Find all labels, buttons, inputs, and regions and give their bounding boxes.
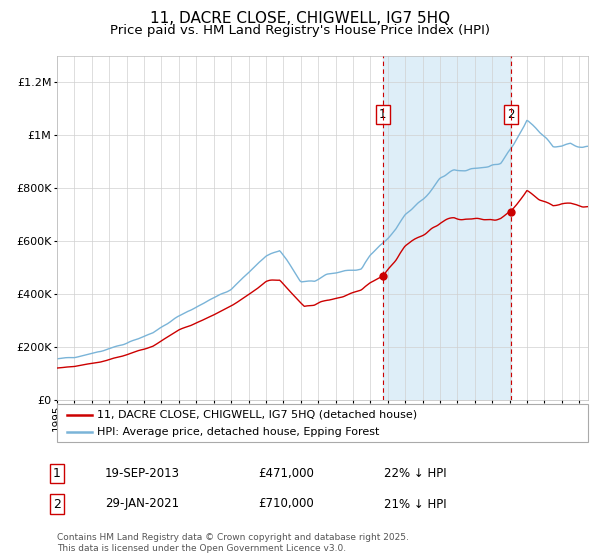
Text: 2: 2 xyxy=(53,497,61,511)
Text: Price paid vs. HM Land Registry's House Price Index (HPI): Price paid vs. HM Land Registry's House … xyxy=(110,24,490,36)
Text: HPI: Average price, detached house, Epping Forest: HPI: Average price, detached house, Eppi… xyxy=(97,427,379,437)
Text: £471,000: £471,000 xyxy=(258,466,314,480)
Text: 2: 2 xyxy=(507,108,515,121)
Text: 11, DACRE CLOSE, CHIGWELL, IG7 5HQ: 11, DACRE CLOSE, CHIGWELL, IG7 5HQ xyxy=(150,11,450,26)
Text: Contains HM Land Registry data © Crown copyright and database right 2025.
This d: Contains HM Land Registry data © Crown c… xyxy=(57,533,409,553)
Text: 11, DACRE CLOSE, CHIGWELL, IG7 5HQ (detached house): 11, DACRE CLOSE, CHIGWELL, IG7 5HQ (deta… xyxy=(97,410,417,420)
Text: 29-JAN-2021: 29-JAN-2021 xyxy=(105,497,179,511)
Text: 21% ↓ HPI: 21% ↓ HPI xyxy=(384,497,446,511)
Text: 1: 1 xyxy=(379,108,386,121)
Text: £710,000: £710,000 xyxy=(258,497,314,511)
Text: 1: 1 xyxy=(53,466,61,480)
Bar xyxy=(383,56,511,400)
Text: 22% ↓ HPI: 22% ↓ HPI xyxy=(384,466,446,480)
Text: 19-SEP-2013: 19-SEP-2013 xyxy=(105,466,180,480)
FancyBboxPatch shape xyxy=(57,404,588,442)
